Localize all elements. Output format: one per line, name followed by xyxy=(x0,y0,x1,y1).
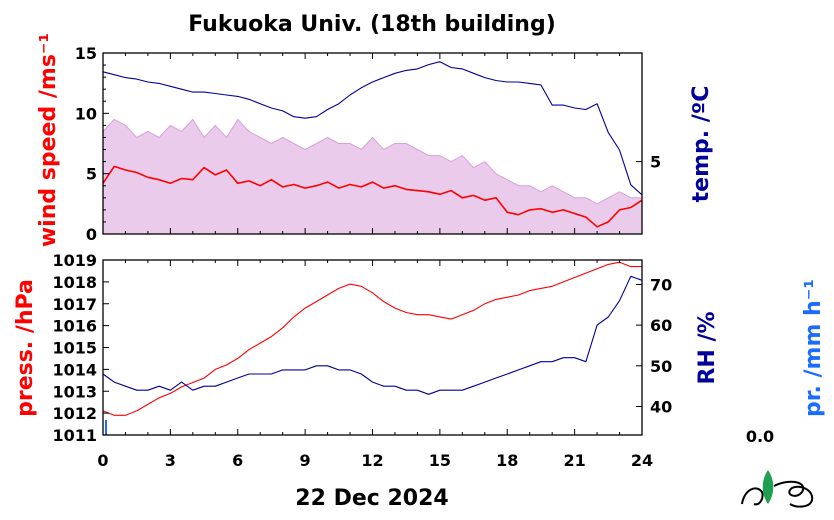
y-tick-label: 1011 xyxy=(52,426,97,445)
y-tick-label: 60 xyxy=(650,316,672,335)
y-tick-label: 5 xyxy=(650,153,661,172)
temperature-series xyxy=(102,61,643,196)
y-tick-label: 1017 xyxy=(52,295,97,314)
x-tick-label: 21 xyxy=(563,451,585,470)
x-tick-label: 24 xyxy=(631,451,653,470)
pressure-axis-label: press. /hPa xyxy=(13,279,38,417)
logo-leaf-icon xyxy=(762,470,774,504)
wind-mean-line xyxy=(102,165,643,228)
wind-speed-axis-label: wind speed /ms⁻¹ xyxy=(36,33,61,247)
top-panel: 0 5 10 15 5 wind speed /ms⁻¹ temp. /ºC xyxy=(36,33,714,247)
temperature-tick-labels: 5 xyxy=(636,153,661,172)
lab-logo xyxy=(741,470,814,508)
temperature-axis-label: temp. /ºC xyxy=(689,86,714,203)
y-tick-label: 1012 xyxy=(52,404,97,423)
y-tick-label: 1018 xyxy=(52,273,97,292)
y-tick-label: 50 xyxy=(650,357,672,376)
bottom-panel-ticks xyxy=(102,260,643,435)
top-panel-ticks xyxy=(102,53,643,234)
chart-title: Fukuoka Univ. (18th building) xyxy=(188,12,556,37)
x-tick-label: 9 xyxy=(300,451,311,470)
x-tick-label: 3 xyxy=(165,451,176,470)
bottom-panel-frame xyxy=(102,259,643,436)
wind-gust-series xyxy=(102,118,643,235)
x-tick-label: 0 xyxy=(97,451,108,470)
y-tick-label: 1019 xyxy=(52,251,97,270)
y-tick-label: 0 xyxy=(86,225,97,244)
wind-speed-tick-labels: 0 5 10 15 xyxy=(75,44,109,244)
humidity-series xyxy=(102,275,643,395)
y-tick-label: 70 xyxy=(650,275,672,294)
date-label: 22 Dec 2024 xyxy=(295,486,448,511)
y-tick-label: 1016 xyxy=(52,317,97,336)
humidity-axis-label: RH /% xyxy=(695,311,720,384)
y-tick-label: 10 xyxy=(75,104,97,123)
pressure-tick-labels: 1011 1012 1013 1014 1015 1016 1017 1018 1019 xyxy=(52,251,109,445)
x-tick-label: 15 xyxy=(429,451,451,470)
x-tick-label: 18 xyxy=(496,451,518,470)
x-tick-label: 12 xyxy=(361,451,383,470)
x-tick-label: 6 xyxy=(232,451,243,470)
pressure-line xyxy=(102,261,642,416)
humidity-tick-labels: 40 50 60 70 xyxy=(636,275,672,417)
wind-mean-series xyxy=(102,165,643,228)
logo-script-icon xyxy=(741,480,814,508)
y-tick-label: 1015 xyxy=(52,339,97,358)
humidity-line xyxy=(102,275,643,395)
time-tick-labels: 0 3 6 9 12 15 18 21 24 xyxy=(97,451,653,470)
y-tick-label: 15 xyxy=(75,44,97,63)
y-tick-label: 1014 xyxy=(52,360,97,379)
precipitation-axis-label: pr. /mm h⁻¹ xyxy=(801,279,826,417)
y-tick-label: 1013 xyxy=(52,382,97,401)
temperature-line xyxy=(102,61,643,196)
y-tick-label: 40 xyxy=(650,398,672,417)
pressure-series xyxy=(102,261,642,416)
bottom-panel: 1011 1012 1013 1014 1015 1016 1017 1018 1019 40 5… xyxy=(13,251,826,470)
precipitation-value: 0.0 xyxy=(746,427,774,446)
wind-gust-area xyxy=(102,118,643,235)
y-tick-label: 5 xyxy=(86,165,97,184)
